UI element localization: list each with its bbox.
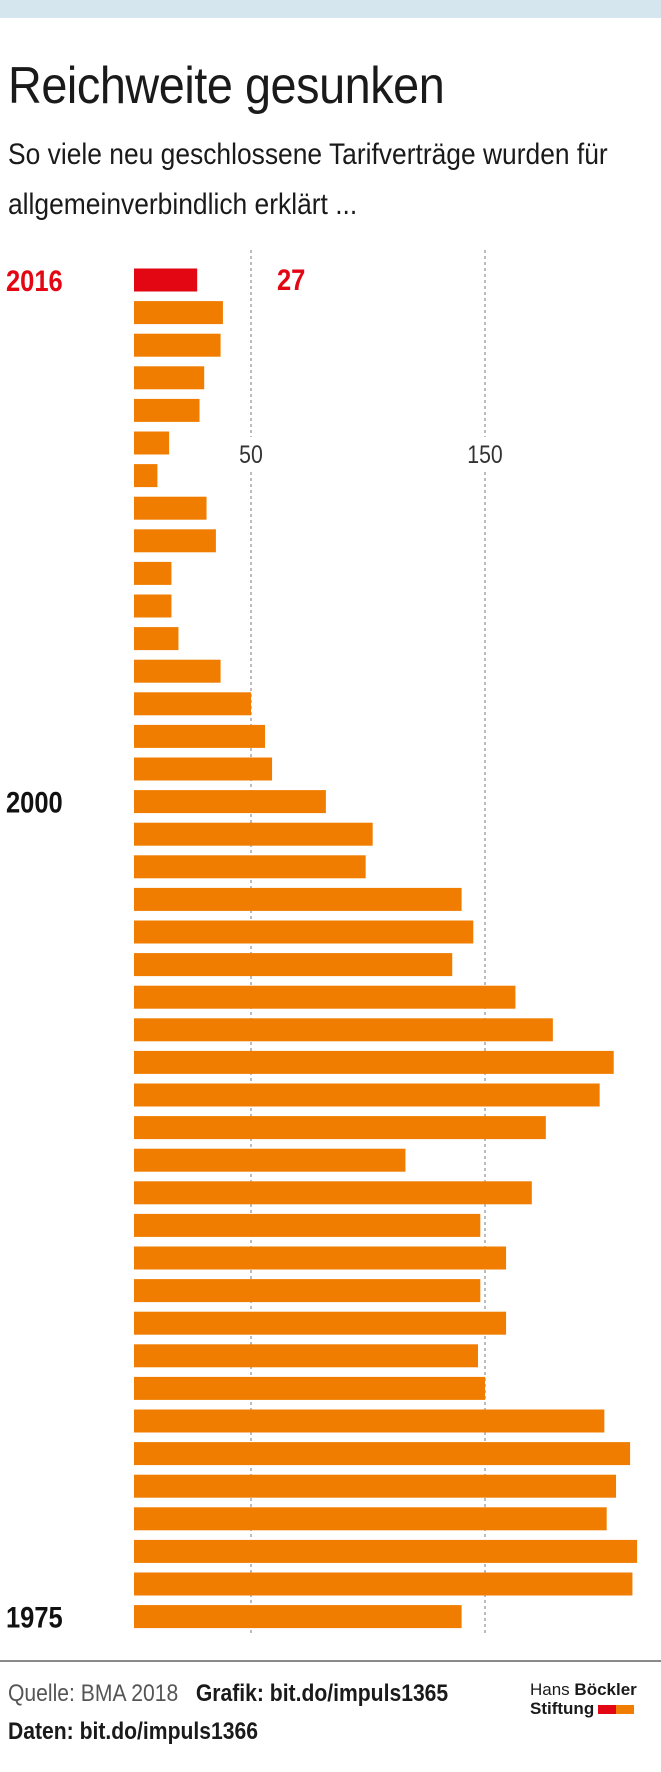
bar-1998 [134, 855, 366, 879]
bar-2015 [134, 301, 223, 325]
year-label-2000: 2000 [6, 786, 63, 819]
bar-1981 [134, 1409, 605, 1433]
footer-rule [0, 1660, 661, 1662]
bar-2008 [134, 529, 216, 553]
bar-1985 [134, 1279, 481, 1303]
bar-2007 [134, 561, 172, 585]
footer-line-1: Quelle: BMA 2018 Grafik: bit.do/impuls13… [8, 1680, 448, 1708]
source-text: Quelle: BMA 2018 [8, 1680, 179, 1707]
logo-boeckler: Böckler [574, 1680, 637, 1699]
bar-1980 [134, 1442, 631, 1466]
bar-1986 [134, 1246, 507, 1270]
bar-1996 [134, 920, 474, 944]
logo-hans: Hans [530, 1680, 570, 1699]
logo-stiftung: Stiftung [530, 1699, 595, 1718]
bar-2014 [134, 333, 221, 357]
bar-2005 [134, 627, 179, 651]
bar-2002 [134, 724, 266, 748]
hans-boeckler-logo: Hans Böckler Stiftung [530, 1680, 637, 1718]
chart-title: Reichweite gesunken [8, 57, 445, 115]
tick-label-bg-50 [227, 437, 275, 469]
bar-2013 [134, 366, 205, 390]
bar-1988 [134, 1181, 532, 1205]
tick-label-bg-150 [461, 437, 509, 469]
bar-1983 [134, 1344, 478, 1368]
daten-link[interactable]: Daten: bit.do/impuls1366 [8, 1718, 258, 1745]
bar-1984 [134, 1311, 507, 1335]
bar-1995 [134, 953, 453, 977]
bar-1982 [134, 1376, 485, 1400]
bar-1978 [134, 1507, 607, 1531]
bar-chart: 50 150 2016 2000 1975 27 [6, 250, 638, 1635]
bar-1993 [134, 1018, 553, 1042]
bar-1979 [134, 1474, 617, 1498]
bar-2011 [134, 431, 170, 455]
bar-1992 [134, 1050, 614, 1074]
bar-1997 [134, 887, 462, 911]
year-label-2016: 2016 [6, 264, 63, 297]
bar-1990 [134, 1116, 546, 1140]
bar-1991 [134, 1083, 600, 1107]
bar-2000 [134, 790, 326, 814]
bar-1994 [134, 985, 516, 1009]
bar-2003 [134, 692, 251, 716]
bar-2010 [134, 464, 158, 488]
year-label-1975: 1975 [6, 1601, 63, 1634]
bar-1987 [134, 1213, 481, 1237]
bar-1977 [134, 1539, 638, 1563]
bar-2006 [134, 594, 172, 618]
bar-2001 [134, 757, 273, 781]
chart-subtitle: So viele neu geschlossene Tarifverträge … [8, 138, 608, 221]
bar-1976 [134, 1572, 633, 1596]
tick-label-50: 50 [239, 440, 263, 468]
bar-1975 [134, 1605, 462, 1629]
tick-label-150: 150 [467, 440, 502, 468]
logo-orange-square [616, 1705, 635, 1715]
highlight-value-label: 27 [277, 263, 305, 296]
bar-2009 [134, 496, 207, 520]
bar-2004 [134, 659, 221, 683]
grafik-link[interactable]: Grafik: bit.do/impuls1365 [195, 1680, 449, 1707]
top-band [0, 0, 661, 18]
logo-red-square [598, 1705, 617, 1715]
bar-1989 [134, 1148, 406, 1172]
bar-2016 [134, 268, 198, 292]
bar-1999 [134, 822, 373, 846]
bar-2012 [134, 398, 200, 422]
